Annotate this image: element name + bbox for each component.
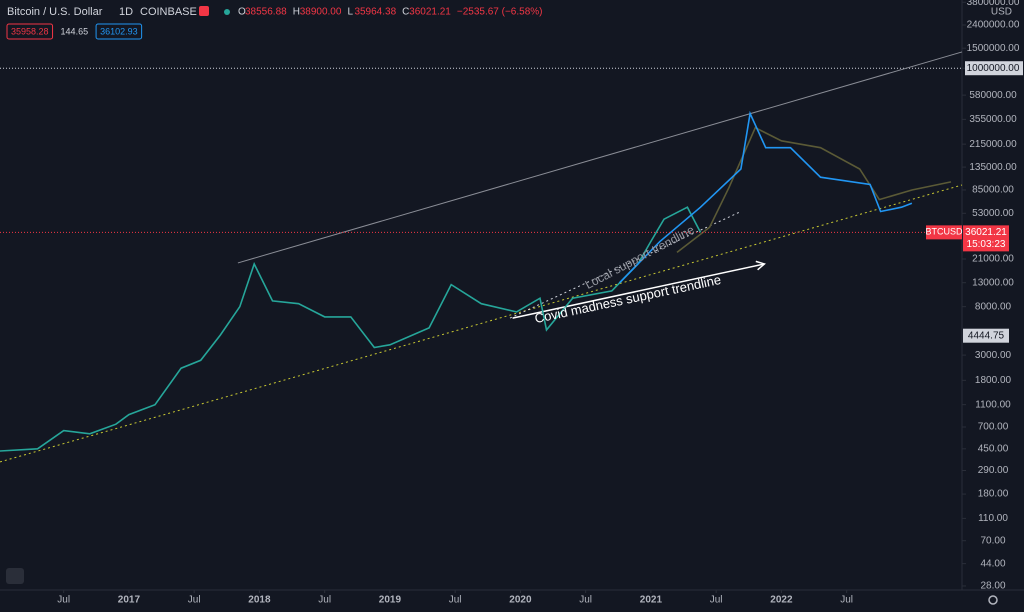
y-tick-label: 580000.00	[969, 90, 1017, 101]
marker-bg	[963, 328, 1009, 343]
countdown: 15:03:23	[967, 239, 1006, 250]
x-tick-label: Jul	[449, 595, 462, 606]
y-tick-label: 110.00	[978, 513, 1008, 524]
y-tick-label: 70.00	[980, 535, 1005, 546]
settings-icon[interactable]	[988, 595, 998, 605]
ohlc-value: 38900.00	[300, 7, 342, 18]
x-tick-label: Jul	[318, 595, 331, 606]
price-value: 36021.21	[965, 227, 1007, 238]
y-tick-label: 2400000.00	[967, 20, 1020, 31]
y-tick-label: 8000.00	[975, 301, 1012, 312]
ohlc-value: 36021.21	[409, 7, 451, 18]
x-tick-label: 2017	[118, 595, 141, 606]
price-symbol: BTCUSD	[925, 227, 963, 237]
y-tick-label: 1800.00	[975, 375, 1012, 386]
price-bg	[963, 225, 1009, 252]
trendline	[509, 211, 740, 319]
ohlc-key: H	[293, 7, 300, 18]
price-line	[619, 110, 913, 284]
ohlc-key: O	[238, 7, 246, 18]
y-tick-label: 700.00	[978, 422, 1009, 433]
x-tick-label: 2020	[509, 595, 532, 606]
ohlc-value: 35964.38	[354, 7, 396, 18]
x-tick-label: Jul	[710, 595, 723, 606]
price-line	[676, 126, 952, 254]
logo[interactable]	[6, 568, 24, 584]
y-unit: USD	[991, 7, 1012, 18]
y-tick-label: 21000.00	[972, 254, 1014, 265]
marker-value: 4444.75	[968, 330, 1005, 341]
x-tick-label: 2019	[379, 595, 402, 606]
badge	[95, 23, 143, 40]
trendline	[237, 51, 963, 264]
y-tick-label: 85000.00	[972, 185, 1014, 196]
y-tick-label: 1100.00	[975, 399, 1011, 410]
x-tick-label: Jul	[188, 595, 201, 606]
y-tick-label: 44.00	[980, 558, 1005, 569]
badge-value: 144.65	[61, 26, 89, 36]
trendline	[512, 263, 765, 319]
y-tick-label: 28.00	[980, 581, 1005, 592]
y-tick-label: 355000.00	[969, 114, 1017, 125]
y-tick-label: 3800000.00	[967, 0, 1020, 8]
status-dot	[224, 9, 230, 15]
y-tick-label: 290.00	[978, 465, 1009, 476]
y-tick-label: 1500000.00	[967, 43, 1020, 54]
x-tick-label: 2018	[248, 595, 271, 606]
ohlc-key: L	[347, 7, 353, 18]
ohlc-key: C	[402, 7, 409, 18]
x-tick-label: 2022	[770, 595, 793, 606]
ohlc-value: 38556.88	[245, 7, 287, 18]
x-tick-label: Jul	[57, 595, 70, 606]
badge	[6, 23, 54, 40]
exchange: COINBASE	[140, 6, 197, 18]
interval: 1D	[119, 6, 133, 18]
y-tick-label: 13000.00	[972, 277, 1014, 288]
price-symbol-bg	[926, 225, 962, 240]
header: Bitcoin / U.S. Dollar 1D COINBASE O 38556…	[6, 6, 543, 40]
badge-value: 36102.93	[100, 26, 138, 36]
price-line	[0, 206, 702, 452]
x-tick-label: 2021	[640, 595, 663, 606]
x-tick-label: Jul	[840, 595, 853, 606]
y-tick-label: 180.00	[978, 489, 1009, 500]
arrow-head	[755, 260, 766, 271]
y-tick-label: 1000000.00	[967, 63, 1020, 74]
change: −2535.67 (−6.58%)	[457, 7, 543, 18]
y-tick-label: 135000.00	[969, 162, 1017, 173]
flag-icon[interactable]	[199, 6, 209, 16]
y-tick-label: 3000.00	[975, 350, 1012, 361]
y-tick-label: 53000.00	[972, 208, 1014, 219]
x-tick-label: Jul	[579, 595, 592, 606]
badge-value: 35958.28	[11, 26, 49, 36]
y-tick-label: 215000.00	[969, 139, 1017, 150]
trendline	[0, 184, 963, 463]
symbol: Bitcoin / U.S. Dollar	[7, 6, 103, 18]
y-tick-label: 450.00	[978, 443, 1009, 454]
tick-highlight	[965, 61, 1023, 76]
